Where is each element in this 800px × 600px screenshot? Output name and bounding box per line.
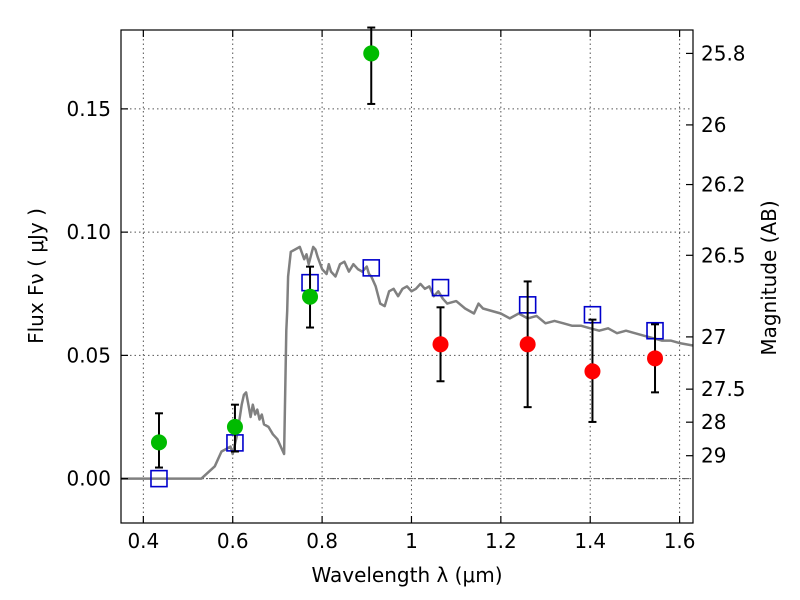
y-tick-label: 0.00 (66, 467, 111, 491)
y-tick-label: 0.05 (66, 343, 111, 367)
observed-flux-point (150, 434, 167, 451)
marker-layer (150, 26, 664, 488)
y-tick-label: 0.10 (66, 220, 111, 244)
x-tick-label: 0.6 (217, 529, 249, 553)
x-tick-label: 1.4 (574, 529, 606, 553)
x-tick-label: 0.8 (306, 529, 338, 553)
x-tick-label: 1 (405, 529, 418, 553)
right-tick-label: 25.8 (701, 41, 746, 65)
y-tick-label: 0.15 (66, 97, 111, 121)
tick-layer: 0.4 0.6 0.8 1 1.2 1.4 1.6 0.00 0.05 0.10 0.15 25.8 2… (66, 30, 746, 553)
observed-flux-point (584, 363, 601, 380)
right-tick-label: 29 (701, 444, 726, 468)
right-tick-label: 26.5 (701, 243, 746, 267)
x-tick-label: 1.2 (485, 529, 517, 553)
y-axis-label: Flux Fν ( μJy ) (24, 208, 48, 344)
right-tick-label: 26.2 (701, 173, 746, 197)
model-flux-square (431, 278, 450, 297)
data-layer (121, 245, 693, 480)
observed-flux-point (647, 350, 664, 367)
observed-flux-point (432, 336, 449, 353)
plot-frame (120, 29, 694, 524)
grid (121, 30, 693, 523)
observed-flux-point (302, 288, 319, 305)
observed-flux-point (519, 336, 536, 353)
right-tick-label: 28 (701, 410, 726, 434)
x-tick-label: 0.4 (127, 529, 159, 553)
model-flux-square (362, 259, 381, 277)
x-tick-label: 1.6 (664, 529, 696, 553)
model-flux-square (150, 469, 168, 488)
right-tick-label: 26 (701, 113, 726, 137)
observed-flux-point (226, 418, 243, 435)
right-tick-label: 27.5 (701, 377, 746, 401)
observed-flux-point (363, 45, 380, 62)
right-tick-label: 27 (701, 325, 726, 349)
y-axis-right-label: Magnitude (AB) (757, 200, 781, 355)
x-axis-label: Wavelength λ (μm) (311, 563, 502, 587)
model-spectrum-line (121, 245, 693, 480)
